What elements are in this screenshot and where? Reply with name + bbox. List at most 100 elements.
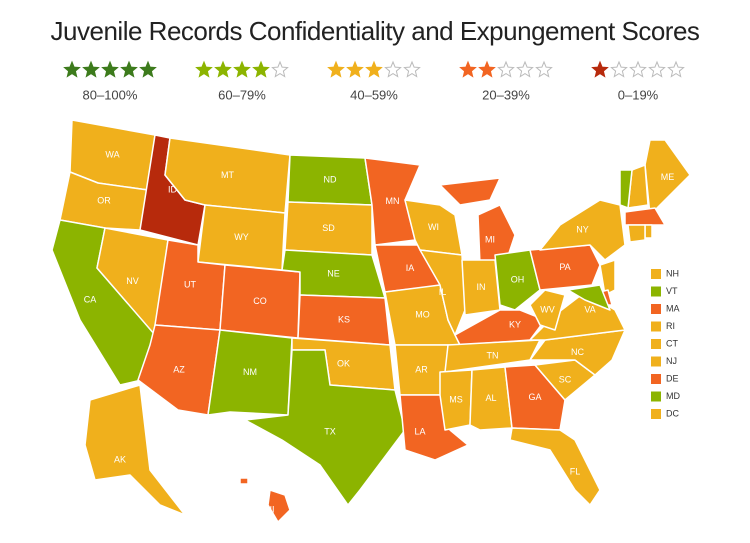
state-label: MT bbox=[221, 170, 234, 180]
state-shape bbox=[599, 259, 616, 296]
star-filled bbox=[478, 60, 496, 78]
state-label: WI bbox=[428, 222, 439, 232]
state-label: FL bbox=[570, 466, 581, 476]
state-shape bbox=[477, 204, 516, 266]
state-label: AK bbox=[114, 454, 126, 464]
state-shape bbox=[469, 366, 513, 431]
small-state-label: NH bbox=[666, 268, 679, 278]
state-label: WV bbox=[540, 304, 555, 314]
state-label: HI bbox=[266, 504, 275, 514]
star-empty bbox=[610, 60, 628, 78]
state-label: NC bbox=[571, 347, 584, 357]
star-empty bbox=[403, 60, 421, 78]
legend-label: 80–100% bbox=[83, 87, 138, 102]
state-label: AL bbox=[485, 393, 496, 403]
star-empty bbox=[384, 60, 402, 78]
star-filled bbox=[591, 60, 609, 78]
state-shape bbox=[567, 284, 611, 311]
star-filled bbox=[63, 60, 81, 78]
state-label: NE bbox=[327, 268, 340, 278]
small-state-label: DC bbox=[666, 408, 679, 418]
star-rating bbox=[327, 60, 421, 78]
state-shape bbox=[619, 169, 633, 209]
star-filled bbox=[214, 60, 232, 78]
legend-label: 20–39% bbox=[482, 87, 530, 102]
state-label: IA bbox=[406, 263, 415, 273]
star-empty bbox=[271, 60, 289, 78]
state-label: NY bbox=[576, 224, 589, 234]
small-state-swatch bbox=[651, 304, 661, 314]
star-rating bbox=[195, 60, 289, 78]
star-empty bbox=[516, 60, 534, 78]
state-label: MS bbox=[449, 394, 463, 404]
small-state-swatch bbox=[651, 339, 661, 349]
legend-label: 0–19% bbox=[618, 87, 659, 102]
state-label: WA bbox=[105, 149, 119, 159]
small-state-swatch bbox=[651, 286, 661, 297]
star-empty bbox=[667, 60, 685, 78]
state-label: SC bbox=[559, 374, 572, 384]
small-state-label: VT bbox=[666, 286, 678, 296]
state-shape bbox=[529, 289, 566, 331]
state-shape bbox=[624, 207, 666, 226]
state-label: GA bbox=[528, 392, 541, 402]
state-label: MN bbox=[386, 196, 400, 206]
star-filled bbox=[139, 60, 157, 78]
state-label: KY bbox=[509, 319, 521, 329]
state-label: CO bbox=[253, 296, 267, 306]
state-shape bbox=[207, 329, 293, 416]
star-empty bbox=[497, 60, 515, 78]
state-shape bbox=[494, 249, 541, 311]
state-label: TX bbox=[324, 426, 336, 436]
state-label: LA bbox=[414, 426, 425, 436]
state-label: ID bbox=[168, 184, 178, 194]
state-label: VA bbox=[584, 304, 595, 314]
state-label: AZ bbox=[173, 364, 185, 374]
star-filled bbox=[327, 60, 345, 78]
legend-label: 40–59% bbox=[350, 87, 398, 102]
state-shape bbox=[267, 489, 291, 523]
state-shape bbox=[644, 224, 653, 239]
small-state-label: DE bbox=[666, 373, 679, 383]
star-filled bbox=[82, 60, 100, 78]
star-empty bbox=[535, 60, 553, 78]
state-label: NV bbox=[126, 276, 139, 286]
state-label: AR bbox=[415, 364, 428, 374]
state-label: ME bbox=[661, 172, 675, 182]
small-state-label: RI bbox=[666, 321, 675, 331]
star-filled bbox=[195, 60, 213, 78]
state-shape bbox=[244, 349, 406, 506]
small-state-label: MA bbox=[666, 303, 680, 313]
small-state-swatch bbox=[651, 391, 661, 402]
star-filled bbox=[459, 60, 477, 78]
state-label: OR bbox=[97, 195, 111, 205]
state-shape bbox=[239, 477, 249, 485]
state-label: SD bbox=[322, 223, 335, 233]
state-label: PA bbox=[559, 262, 570, 272]
state-shape bbox=[627, 224, 646, 243]
state-shape bbox=[439, 369, 473, 431]
state-shape bbox=[504, 364, 566, 431]
small-state-label: CT bbox=[666, 338, 678, 348]
state-label: MO bbox=[415, 309, 430, 319]
state-shape bbox=[84, 384, 186, 516]
state-label: IN bbox=[477, 282, 486, 292]
star-rating bbox=[63, 60, 157, 78]
star-filled bbox=[346, 60, 364, 78]
state-label: IL bbox=[439, 287, 447, 297]
state-shape bbox=[509, 427, 601, 506]
state-label: NM bbox=[243, 367, 257, 377]
state-shape bbox=[539, 199, 626, 261]
star-filled bbox=[252, 60, 270, 78]
small-state-label: MD bbox=[666, 391, 680, 401]
state-shape bbox=[644, 139, 691, 216]
state-label: MI bbox=[485, 234, 495, 244]
small-state-swatch bbox=[651, 356, 661, 367]
state-label: OH bbox=[511, 274, 525, 284]
star-filled bbox=[233, 60, 251, 78]
small-state-swatch bbox=[651, 269, 661, 279]
star-rating bbox=[591, 60, 685, 78]
star-filled bbox=[365, 60, 383, 78]
small-state-swatch bbox=[651, 409, 661, 419]
state-label: KS bbox=[338, 314, 350, 324]
